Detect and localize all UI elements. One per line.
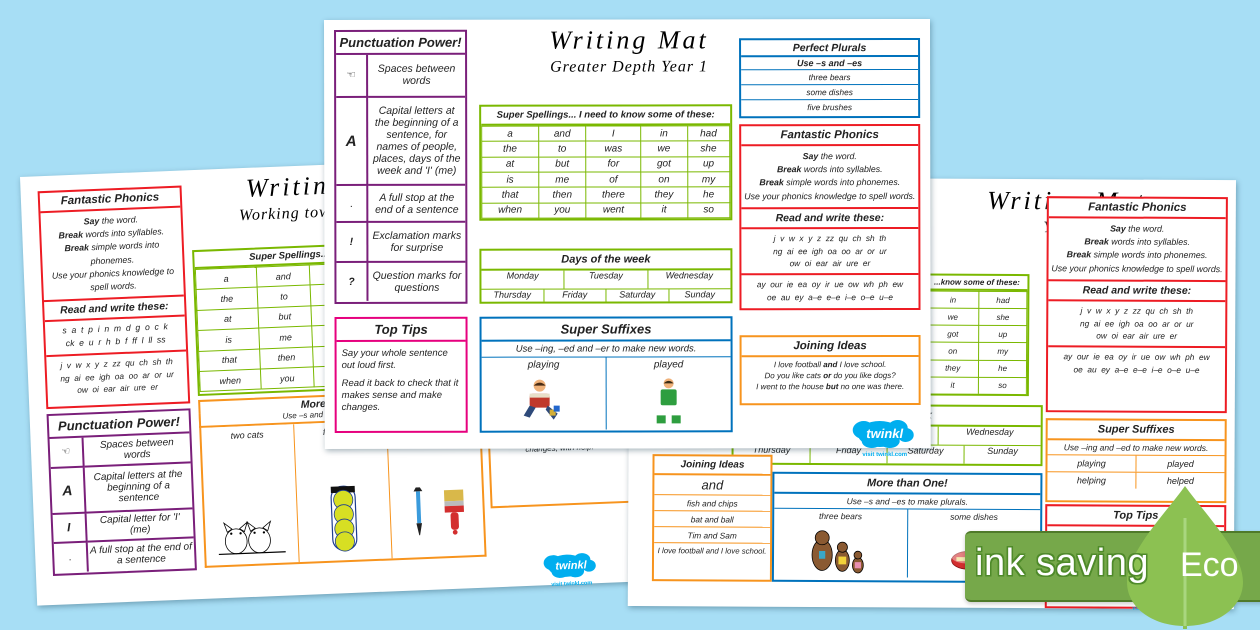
svg-text:twinkl: twinkl <box>866 426 903 441</box>
svg-text:twinkl: twinkl <box>555 559 588 572</box>
